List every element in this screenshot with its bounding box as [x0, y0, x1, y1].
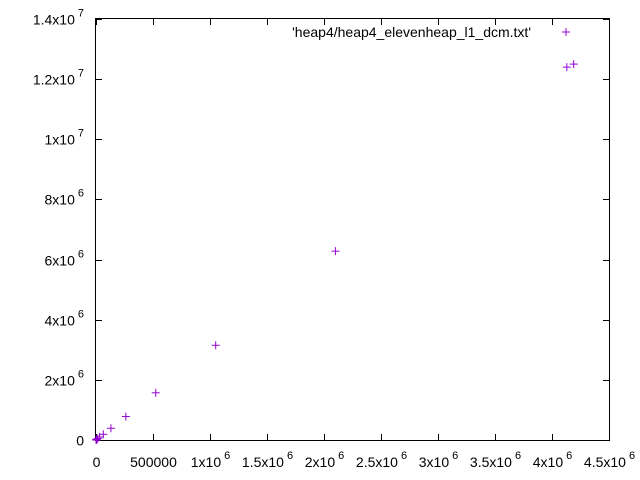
x-tick-label: 1.5x10 6	[242, 450, 293, 470]
x-tick-label-base: 1.5x10	[242, 454, 284, 470]
x-tick-label-exp: 6	[287, 450, 293, 462]
x-tick-label: 4.5x10 6	[584, 450, 635, 470]
x-tick-label: 0	[93, 454, 101, 470]
tick-label-layer: 0 500000 1x10 6 1.5x10 6 2x10 6 2.5x10 6 3x10 6 3.5x…	[33, 8, 635, 471]
y-tick-label: 1.2x10 7	[33, 68, 84, 88]
y-tick-label-base: 4x10	[45, 313, 76, 329]
legend-marker	[562, 28, 570, 36]
x-tick-label-base: 0	[93, 454, 101, 470]
x-tick-label-exp: 6	[338, 450, 344, 462]
x-tick-label: 1x10 6	[191, 450, 230, 470]
x-tick-label-exp: 6	[629, 450, 635, 462]
tick-layer	[96, 19, 610, 441]
y-tick-label-exp: 6	[78, 369, 84, 381]
y-tick-label-exp: 7	[78, 8, 84, 20]
y-tick-label-base: 6x10	[45, 253, 76, 269]
y-tick-label: 8x10 6	[45, 188, 84, 208]
data-point	[93, 434, 102, 443]
y-tick-label: 0	[76, 433, 84, 449]
x-tick-label: 500000	[130, 454, 177, 470]
y-tick-label-exp: 6	[78, 309, 84, 321]
y-tick-label-base: 0	[76, 433, 84, 449]
y-tick-label-exp: 7	[78, 128, 84, 140]
x-tick-label-base: 3.5x10	[470, 454, 512, 470]
x-tick-label-base: 3x10	[419, 454, 450, 470]
x-tick-label: 3x10 6	[419, 450, 458, 470]
y-tick-label: 1x10 7	[45, 128, 84, 148]
y-tick-label-exp: 6	[78, 249, 84, 261]
x-tick-label-base: 2x10	[305, 454, 336, 470]
y-tick-label-base: 1.2x10	[33, 72, 75, 88]
y-tick-label-base: 8x10	[45, 192, 76, 208]
x-tick-label: 3.5x10 6	[470, 450, 521, 470]
y-tick-label-base: 1x10	[45, 132, 76, 148]
data-point	[121, 412, 130, 421]
x-tick-label-base: 500000	[130, 454, 177, 470]
data-point	[562, 63, 571, 72]
y-tick-label-exp: 7	[78, 68, 84, 80]
y-tick-label-base: 1.4x10	[33, 12, 75, 28]
x-tick-label-base: 2.5x10	[356, 454, 398, 470]
x-tick-label-exp: 6	[401, 450, 407, 462]
y-tick-label: 2x10 6	[45, 369, 84, 389]
x-tick-label-base: 4.5x10	[584, 454, 626, 470]
legend: 'heap4/heap4_elevenheap_l1_dcm.txt'	[292, 24, 570, 40]
x-tick-label-exp: 6	[566, 450, 572, 462]
x-tick-label-base: 4x10	[533, 454, 564, 470]
legend-label: 'heap4/heap4_elevenheap_l1_dcm.txt'	[292, 24, 531, 40]
plot-frame	[95, 18, 610, 441]
x-tick-label-exp: 6	[224, 450, 230, 462]
x-tick-label: 2.5x10 6	[356, 450, 407, 470]
data-point	[99, 430, 108, 439]
x-tick-label: 2x10 6	[305, 450, 344, 470]
y-tick-label: 6x10 6	[45, 249, 84, 269]
data-point	[569, 60, 578, 69]
x-tick-label-exp: 6	[452, 450, 458, 462]
y-tick-label-exp: 6	[78, 188, 84, 200]
x-tick-label: 4x10 6	[533, 450, 572, 470]
data-point	[151, 388, 160, 397]
x-tick-label-base: 1x10	[191, 454, 222, 470]
y-tick-label: 1.4x10 7	[33, 8, 84, 28]
y-tick-label-base: 2x10	[45, 373, 76, 389]
y-tick-label: 4x10 6	[45, 309, 84, 329]
data-point	[211, 341, 220, 350]
x-tick-label-exp: 6	[515, 450, 521, 462]
data-point	[331, 247, 340, 256]
data-point	[106, 424, 115, 433]
data-point-layer	[92, 60, 578, 444]
